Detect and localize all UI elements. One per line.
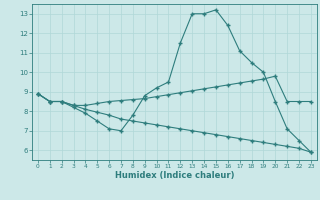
X-axis label: Humidex (Indice chaleur): Humidex (Indice chaleur) [115, 171, 234, 180]
